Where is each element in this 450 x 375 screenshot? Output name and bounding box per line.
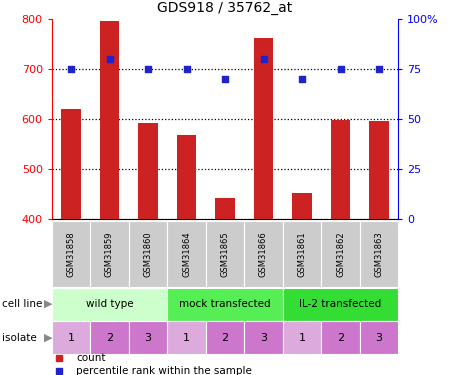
- Point: [221, 76, 229, 82]
- Text: count: count: [76, 353, 105, 363]
- Text: wild type: wild type: [86, 299, 133, 309]
- Bar: [167, 288, 283, 321]
- Text: percentile rank within the sample: percentile rank within the sample: [76, 366, 252, 375]
- Bar: [283, 221, 321, 287]
- Bar: [283, 321, 321, 354]
- Bar: [129, 321, 167, 354]
- Bar: [177, 135, 196, 219]
- Text: GSM31863: GSM31863: [374, 231, 383, 277]
- Text: isolate: isolate: [2, 333, 37, 343]
- Bar: [360, 221, 398, 287]
- Bar: [244, 321, 283, 354]
- Bar: [360, 321, 398, 354]
- Bar: [283, 288, 398, 321]
- Point: [375, 66, 382, 72]
- Point: [260, 56, 267, 62]
- Text: 2: 2: [337, 333, 344, 343]
- Text: IL-2 transfected: IL-2 transfected: [299, 299, 382, 309]
- Bar: [52, 288, 167, 321]
- Bar: [244, 221, 283, 287]
- Text: GSM31866: GSM31866: [259, 231, 268, 277]
- Bar: [52, 221, 90, 287]
- Bar: [90, 221, 129, 287]
- Bar: [139, 123, 158, 219]
- Text: GSM31860: GSM31860: [144, 231, 153, 277]
- Text: 1: 1: [183, 333, 190, 343]
- Point: [106, 56, 113, 62]
- Text: ▶: ▶: [44, 333, 53, 343]
- Bar: [321, 221, 360, 287]
- Point: [183, 66, 190, 72]
- Point: [337, 66, 344, 72]
- Bar: [331, 120, 350, 219]
- Point: [144, 66, 152, 72]
- Text: 3: 3: [144, 333, 152, 343]
- Bar: [52, 321, 90, 354]
- Bar: [129, 221, 167, 287]
- Text: 1: 1: [298, 333, 306, 343]
- Bar: [369, 121, 389, 219]
- Text: cell line: cell line: [2, 299, 43, 309]
- Bar: [321, 321, 360, 354]
- Text: GSM31861: GSM31861: [297, 231, 306, 277]
- Bar: [167, 221, 206, 287]
- Text: mock transfected: mock transfected: [179, 299, 271, 309]
- Bar: [292, 193, 311, 219]
- Title: GDS918 / 35762_at: GDS918 / 35762_at: [158, 1, 292, 15]
- Bar: [167, 321, 206, 354]
- Bar: [61, 109, 81, 219]
- Text: 2: 2: [221, 333, 229, 343]
- Bar: [216, 198, 234, 219]
- Bar: [206, 221, 244, 287]
- Text: 1: 1: [68, 333, 75, 343]
- Text: 3: 3: [260, 333, 267, 343]
- Bar: [254, 38, 273, 219]
- Point: [298, 76, 306, 82]
- Text: GSM31862: GSM31862: [336, 231, 345, 277]
- Text: GSM31859: GSM31859: [105, 231, 114, 277]
- Bar: [90, 321, 129, 354]
- Text: GSM31865: GSM31865: [220, 231, 230, 277]
- Text: 2: 2: [106, 333, 113, 343]
- Text: GSM31858: GSM31858: [67, 231, 76, 277]
- Text: 3: 3: [375, 333, 382, 343]
- Text: GSM31864: GSM31864: [182, 231, 191, 277]
- Point: [68, 66, 75, 72]
- Bar: [100, 21, 119, 219]
- Text: ▶: ▶: [44, 299, 53, 309]
- Bar: [206, 321, 244, 354]
